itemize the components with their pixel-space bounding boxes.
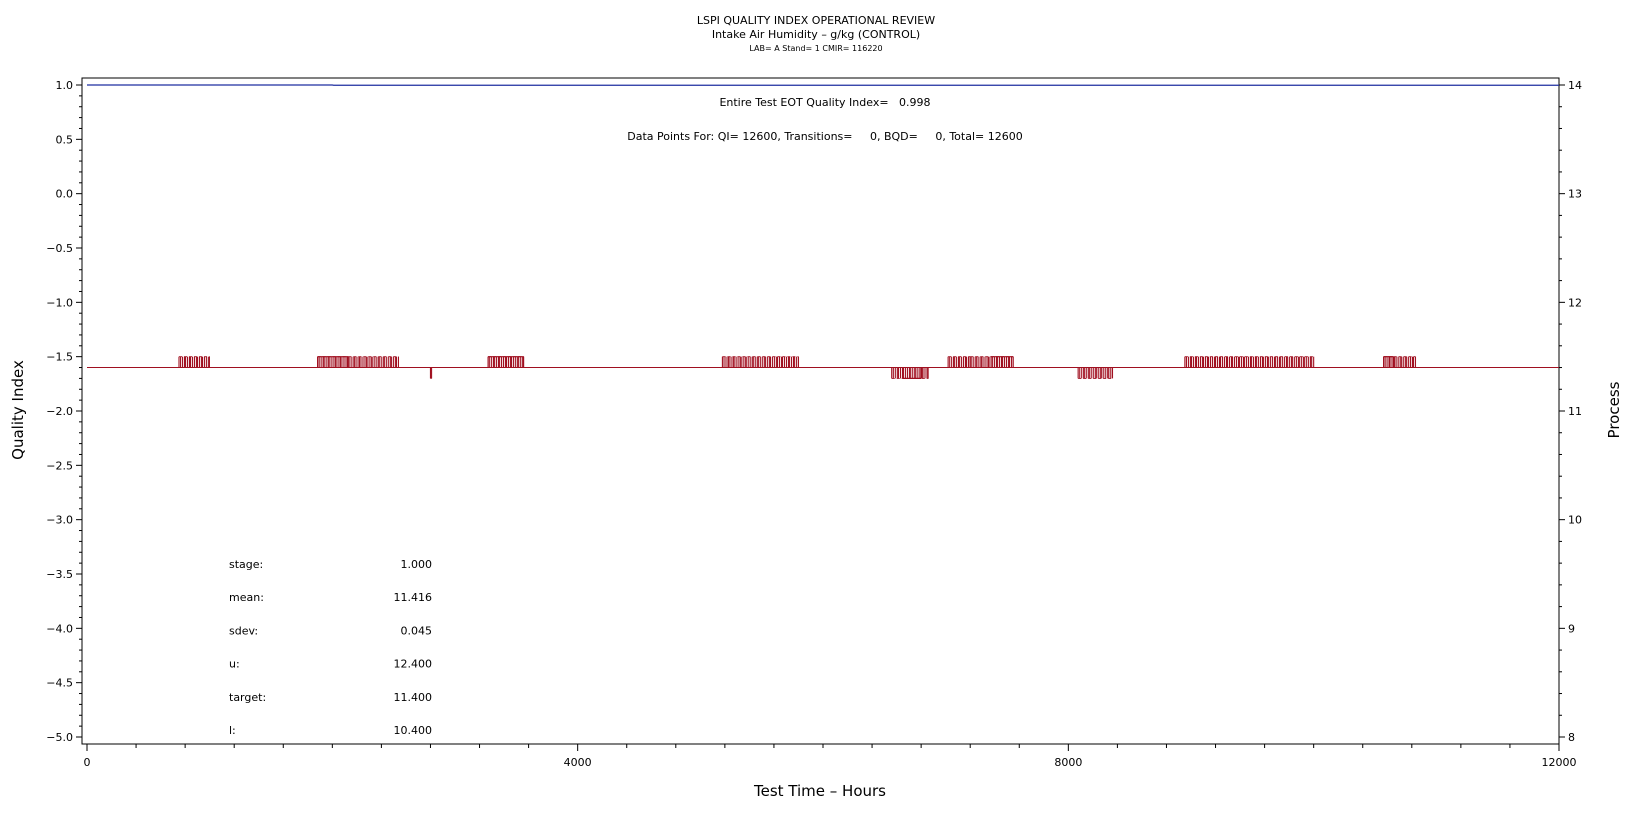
y-right-tick-label: 12 — [1568, 296, 1582, 309]
stat-label: u: — [229, 658, 240, 671]
y-left-tick-label: −2.5 — [46, 459, 73, 472]
y-left-tick-label: 0.5 — [56, 133, 74, 146]
right-axis: 14 13 12 11 10 9 8 — [1559, 79, 1582, 744]
y-left-tick-label: −5.0 — [46, 731, 73, 744]
y-left-tick-label: 1.0 — [56, 79, 74, 92]
chart-title: LSPI QUALITY INDEX OPERATIONAL REVIEW — [697, 14, 935, 27]
stat-label: stage: — [229, 558, 263, 571]
x-tick-label: 8000 — [1054, 756, 1082, 769]
y-right-tick-label: 13 — [1568, 188, 1582, 201]
stat-value: 11.416 — [394, 591, 433, 604]
stat-label: sdev: — [229, 624, 258, 637]
x-axis-label: Test Time – Hours — [753, 782, 886, 800]
y-left-tick-label: −0.5 — [46, 242, 73, 255]
chart-subtitle-lab: LAB= A Stand= 1 CMIR= 116220 — [749, 44, 882, 53]
y-left-tick-label: −4.0 — [46, 622, 73, 635]
data-points-annotation: Data Points For: QI= 12600, Transitions=… — [627, 130, 1022, 143]
y-left-tick-label: −3.5 — [46, 568, 73, 581]
y-left-tick-label: −4.5 — [46, 677, 73, 690]
plot-frame — [81, 77, 1560, 745]
quality-index-annotation: Entire Test EOT Quality Index= 0.998 — [719, 96, 930, 109]
stat-value: 1.000 — [401, 558, 433, 571]
y-left-tick-label: −2.0 — [46, 405, 73, 418]
y-left-tick-label: −1.5 — [46, 351, 73, 364]
y-right-tick-label: 8 — [1568, 731, 1575, 744]
chart-subtitle: Intake Air Humidity – g/kg (CONTROL) — [712, 28, 920, 41]
stat-value: 10.400 — [394, 724, 433, 737]
y-right-tick-label: 11 — [1568, 405, 1582, 418]
x-tick-label: 0 — [84, 756, 91, 769]
y-axis-right-label: Process — [1605, 381, 1623, 438]
stat-value: 11.400 — [394, 691, 433, 704]
y-left-tick-label: −3.0 — [46, 514, 73, 527]
y-right-tick-label: 14 — [1568, 79, 1582, 92]
stat-value: 12.400 — [394, 658, 433, 671]
x-tick-label: 12000 — [1542, 756, 1577, 769]
y-right-tick-label: 10 — [1568, 514, 1582, 527]
y-left-tick-label: 0.0 — [56, 188, 74, 201]
x-tick-label: 4000 — [564, 756, 592, 769]
stat-label: l: — [229, 724, 236, 737]
stats-table: stage: 1.000 mean: 11.416 sdev: 0.045 u: 12.400… — [229, 558, 432, 737]
y-right-tick-label: 9 — [1568, 622, 1575, 635]
y-left-tick-label: −1.0 — [46, 296, 73, 309]
stat-label: target: — [229, 691, 266, 704]
stat-value: 0.045 — [401, 624, 433, 637]
y-axis-left-label: Quality Index — [9, 360, 27, 460]
left-axis: 1.0 0.5 0.0 −0.5 −1.0 −1.5 −2.0 −2.5 −3.0 −3.5 −4.… — [46, 79, 82, 744]
series-group — [87, 84, 1559, 379]
stat-label: mean: — [229, 591, 264, 604]
x-axis: 0 4000 8000 12000 — [84, 744, 1577, 769]
